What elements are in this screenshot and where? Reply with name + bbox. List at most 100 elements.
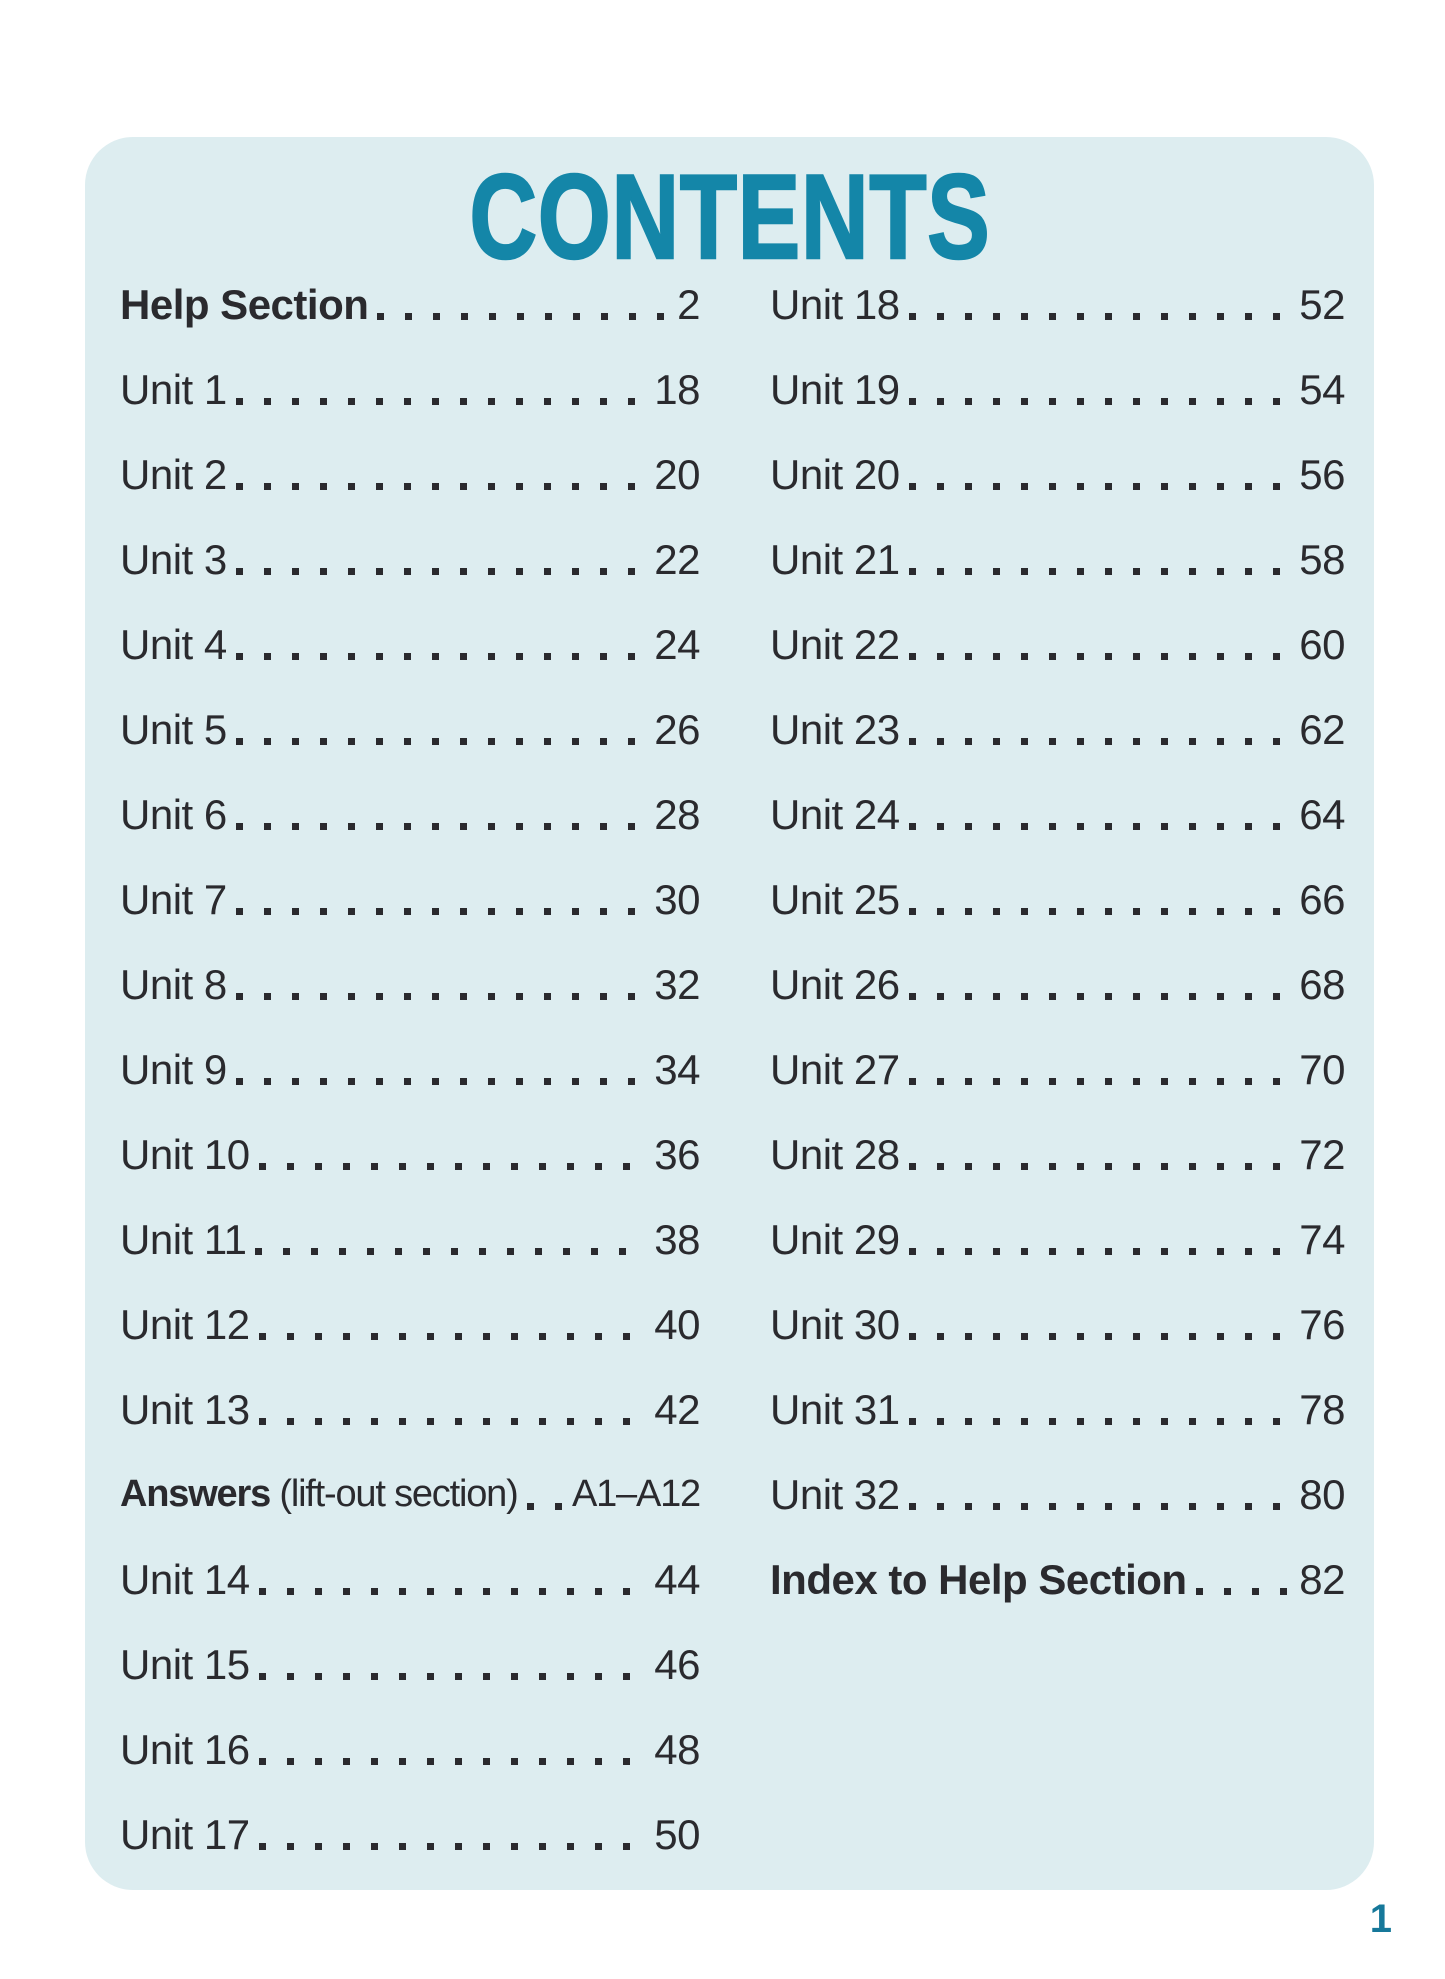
dot-leader <box>258 1843 645 1850</box>
toc-entry-page: 40 <box>654 1300 700 1348</box>
toc-entry-page: 58 <box>1299 535 1345 583</box>
toc-entry: Unit 30 76 <box>770 1282 1345 1367</box>
toc-entry-label: Unit 30 <box>770 1300 900 1348</box>
toc-entry-page: 48 <box>654 1725 700 1773</box>
toc-entry: Unit 31 78 <box>770 1367 1345 1452</box>
toc-entry-label: Unit 13 <box>120 1385 250 1433</box>
toc-entry-label: Index to Help Section <box>770 1556 1187 1604</box>
toc-entry: Unit 20 56 <box>770 432 1345 517</box>
toc-entry-label: Unit 7 <box>120 875 227 923</box>
dot-leader <box>908 1333 1290 1340</box>
toc-entry-page: 46 <box>654 1640 700 1688</box>
toc-entry: Unit 15 46 <box>120 1622 700 1707</box>
toc-column-right: Unit 18 52 Unit 19 54 Unit 20 56 Unit 21 58 Unit… <box>770 262 1345 1877</box>
toc-entry-label: Unit 19 <box>770 365 900 413</box>
toc-entry-page: 72 <box>1299 1130 1345 1178</box>
toc-entry-label: Unit 23 <box>770 705 900 753</box>
dot-leader <box>235 908 645 915</box>
toc-entry-label: Unit 2 <box>120 450 227 498</box>
toc-entry-label: Unit 21 <box>770 535 900 583</box>
toc-entry: Unit 25 66 <box>770 857 1345 942</box>
toc-entry: Unit 28 72 <box>770 1112 1345 1197</box>
dot-leader <box>235 483 645 490</box>
toc-entry: Unit 10 36 <box>120 1112 700 1197</box>
toc-entry-label: Unit 22 <box>770 620 900 668</box>
toc-entry-label: Unit 27 <box>770 1045 900 1093</box>
toc-entry: Unit 11 38 <box>120 1197 700 1282</box>
toc-entry-page: 42 <box>654 1385 700 1433</box>
toc-entry-label: Unit 32 <box>770 1470 900 1518</box>
toc-entry-label: Unit 20 <box>770 450 900 498</box>
toc-entry-page: 50 <box>654 1810 700 1858</box>
dot-leader <box>235 398 645 405</box>
toc-entry: Unit 2 20 <box>120 432 700 517</box>
page-title-text: CONTENTS <box>468 150 991 284</box>
toc-entry-label: Unit 8 <box>120 960 227 1008</box>
dot-leader <box>908 1503 1290 1510</box>
dot-leader <box>908 313 1290 320</box>
toc-entry-label: Unit 29 <box>770 1215 900 1263</box>
toc-entry-page: 56 <box>1299 450 1345 498</box>
dot-leader <box>258 1758 645 1765</box>
dot-leader <box>1195 1588 1290 1595</box>
toc-entry-label: Unit 6 <box>120 790 227 838</box>
dot-leader <box>908 1418 1290 1425</box>
toc-entry-page: 62 <box>1299 705 1345 753</box>
toc-entry-page: 66 <box>1299 875 1345 923</box>
toc-entry: Unit 5 26 <box>120 687 700 772</box>
toc-entry: Unit 27 70 <box>770 1027 1345 1112</box>
dot-leader <box>235 993 645 1000</box>
toc-entry-page: 68 <box>1299 960 1345 1008</box>
dot-leader <box>235 1078 645 1085</box>
toc-entry-page: 32 <box>654 960 700 1008</box>
toc-entry: Unit 26 68 <box>770 942 1345 1027</box>
toc-column-left: Help Section 2 Unit 1 18 Unit 2 20 Unit 3 22 Uni… <box>120 262 701 1877</box>
toc-entry-label: Answers (lift-out section) <box>120 1473 519 1515</box>
toc-entry-label: Unit 1 <box>120 365 227 413</box>
toc-entry-page: 60 <box>1299 620 1345 668</box>
toc-entry: Unit 13 42 <box>120 1367 700 1452</box>
toc-entry-label: Unit 24 <box>770 790 900 838</box>
toc-entry: Unit 17 50 <box>120 1792 700 1877</box>
toc-entry-label: Unit 9 <box>120 1045 227 1093</box>
toc-entry-page: 2 <box>677 280 700 328</box>
toc-entry-page: 78 <box>1299 1385 1345 1433</box>
dot-leader <box>235 568 645 575</box>
toc-entry-page: 74 <box>1299 1215 1345 1263</box>
dot-leader <box>908 993 1290 1000</box>
toc-entry: Unit 7 30 <box>120 857 700 942</box>
toc-entry: Help Section 2 <box>120 262 700 347</box>
toc-entry-label: Unit 3 <box>120 535 227 583</box>
dot-leader <box>258 1588 645 1595</box>
toc-entry: Unit 32 80 <box>770 1452 1345 1537</box>
toc-entry-label: Unit 15 <box>120 1640 250 1688</box>
toc-entry: Unit 19 54 <box>770 347 1345 432</box>
toc-entry-page: 36 <box>654 1130 700 1178</box>
dot-leader <box>908 483 1290 490</box>
toc-entry-page: 52 <box>1299 280 1345 328</box>
toc-entry: Unit 4 24 <box>120 602 700 687</box>
toc-entry: Unit 6 28 <box>120 772 700 857</box>
dot-leader <box>258 1673 645 1680</box>
dot-leader <box>908 738 1290 745</box>
toc-entry: Unit 8 32 <box>120 942 700 1027</box>
toc-entry: Unit 9 34 <box>120 1027 700 1112</box>
page-title: CONTENTS <box>85 150 1374 284</box>
toc-entry-page: 38 <box>654 1215 700 1263</box>
toc-entry-page: 44 <box>654 1555 700 1603</box>
toc-entry-label: Unit 11 <box>120 1215 247 1263</box>
toc-entry-label: Unit 17 <box>120 1810 250 1858</box>
toc-entry: Unit 3 22 <box>120 517 700 602</box>
toc-entry: Unit 1 18 <box>120 347 700 432</box>
toc-entry: Unit 18 52 <box>770 262 1345 347</box>
toc-entry-page: 28 <box>654 790 700 838</box>
dot-leader <box>908 568 1290 575</box>
toc-entry-label: Unit 4 <box>120 620 227 668</box>
dot-leader <box>908 823 1290 830</box>
toc-entry: Unit 21 58 <box>770 517 1345 602</box>
toc-entry-page: A1–A12 <box>571 1473 701 1515</box>
toc-entry-page: 30 <box>654 875 700 923</box>
toc-entry-page: 76 <box>1299 1300 1345 1348</box>
dot-leader <box>908 653 1290 660</box>
toc-entry-label: Unit 25 <box>770 875 900 923</box>
